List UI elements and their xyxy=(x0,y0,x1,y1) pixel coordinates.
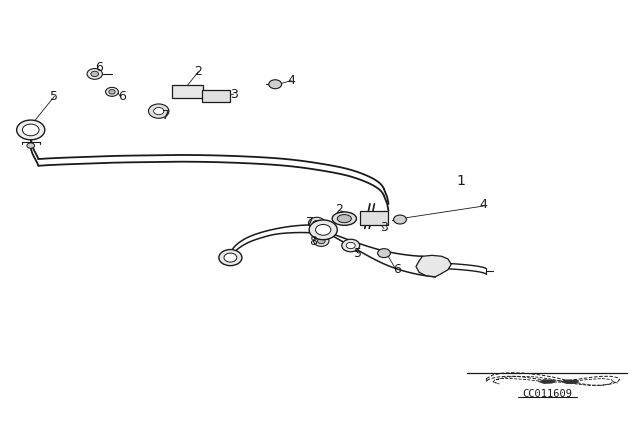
Circle shape xyxy=(109,90,115,94)
Text: 6: 6 xyxy=(393,263,401,276)
Polygon shape xyxy=(416,255,451,277)
Polygon shape xyxy=(560,379,579,384)
FancyBboxPatch shape xyxy=(172,85,203,98)
Text: 8: 8 xyxy=(310,235,317,248)
Circle shape xyxy=(154,108,164,115)
Circle shape xyxy=(22,124,39,136)
Circle shape xyxy=(378,249,390,258)
Ellipse shape xyxy=(337,215,351,223)
Circle shape xyxy=(91,71,99,77)
Ellipse shape xyxy=(332,212,356,225)
FancyBboxPatch shape xyxy=(202,90,230,102)
Circle shape xyxy=(224,253,237,262)
Circle shape xyxy=(27,143,35,148)
Text: CC011609: CC011609 xyxy=(522,389,572,399)
Circle shape xyxy=(87,69,102,79)
Text: 7: 7 xyxy=(163,108,170,122)
Circle shape xyxy=(219,250,242,266)
FancyBboxPatch shape xyxy=(360,211,388,225)
Circle shape xyxy=(314,236,329,246)
Circle shape xyxy=(106,87,118,96)
Circle shape xyxy=(17,120,45,140)
Text: 5: 5 xyxy=(51,90,58,103)
Circle shape xyxy=(346,242,355,249)
Text: 7: 7 xyxy=(307,216,314,229)
Circle shape xyxy=(313,220,321,226)
Polygon shape xyxy=(538,379,556,384)
Circle shape xyxy=(342,239,360,252)
Circle shape xyxy=(269,80,282,89)
Text: 4: 4 xyxy=(479,198,487,211)
Circle shape xyxy=(309,220,337,240)
Text: 4: 4 xyxy=(287,74,295,87)
Text: 2: 2 xyxy=(335,202,343,216)
Text: 2: 2 xyxy=(195,65,202,78)
Text: 6: 6 xyxy=(118,90,125,103)
Circle shape xyxy=(317,238,325,244)
Text: 3: 3 xyxy=(380,221,388,234)
Circle shape xyxy=(316,224,331,235)
Circle shape xyxy=(394,215,406,224)
Text: 1: 1 xyxy=(456,174,465,189)
Circle shape xyxy=(148,104,169,118)
Text: 3: 3 xyxy=(230,87,237,101)
Circle shape xyxy=(308,217,325,229)
Text: 5: 5 xyxy=(355,246,362,260)
Text: 6: 6 xyxy=(95,61,103,74)
